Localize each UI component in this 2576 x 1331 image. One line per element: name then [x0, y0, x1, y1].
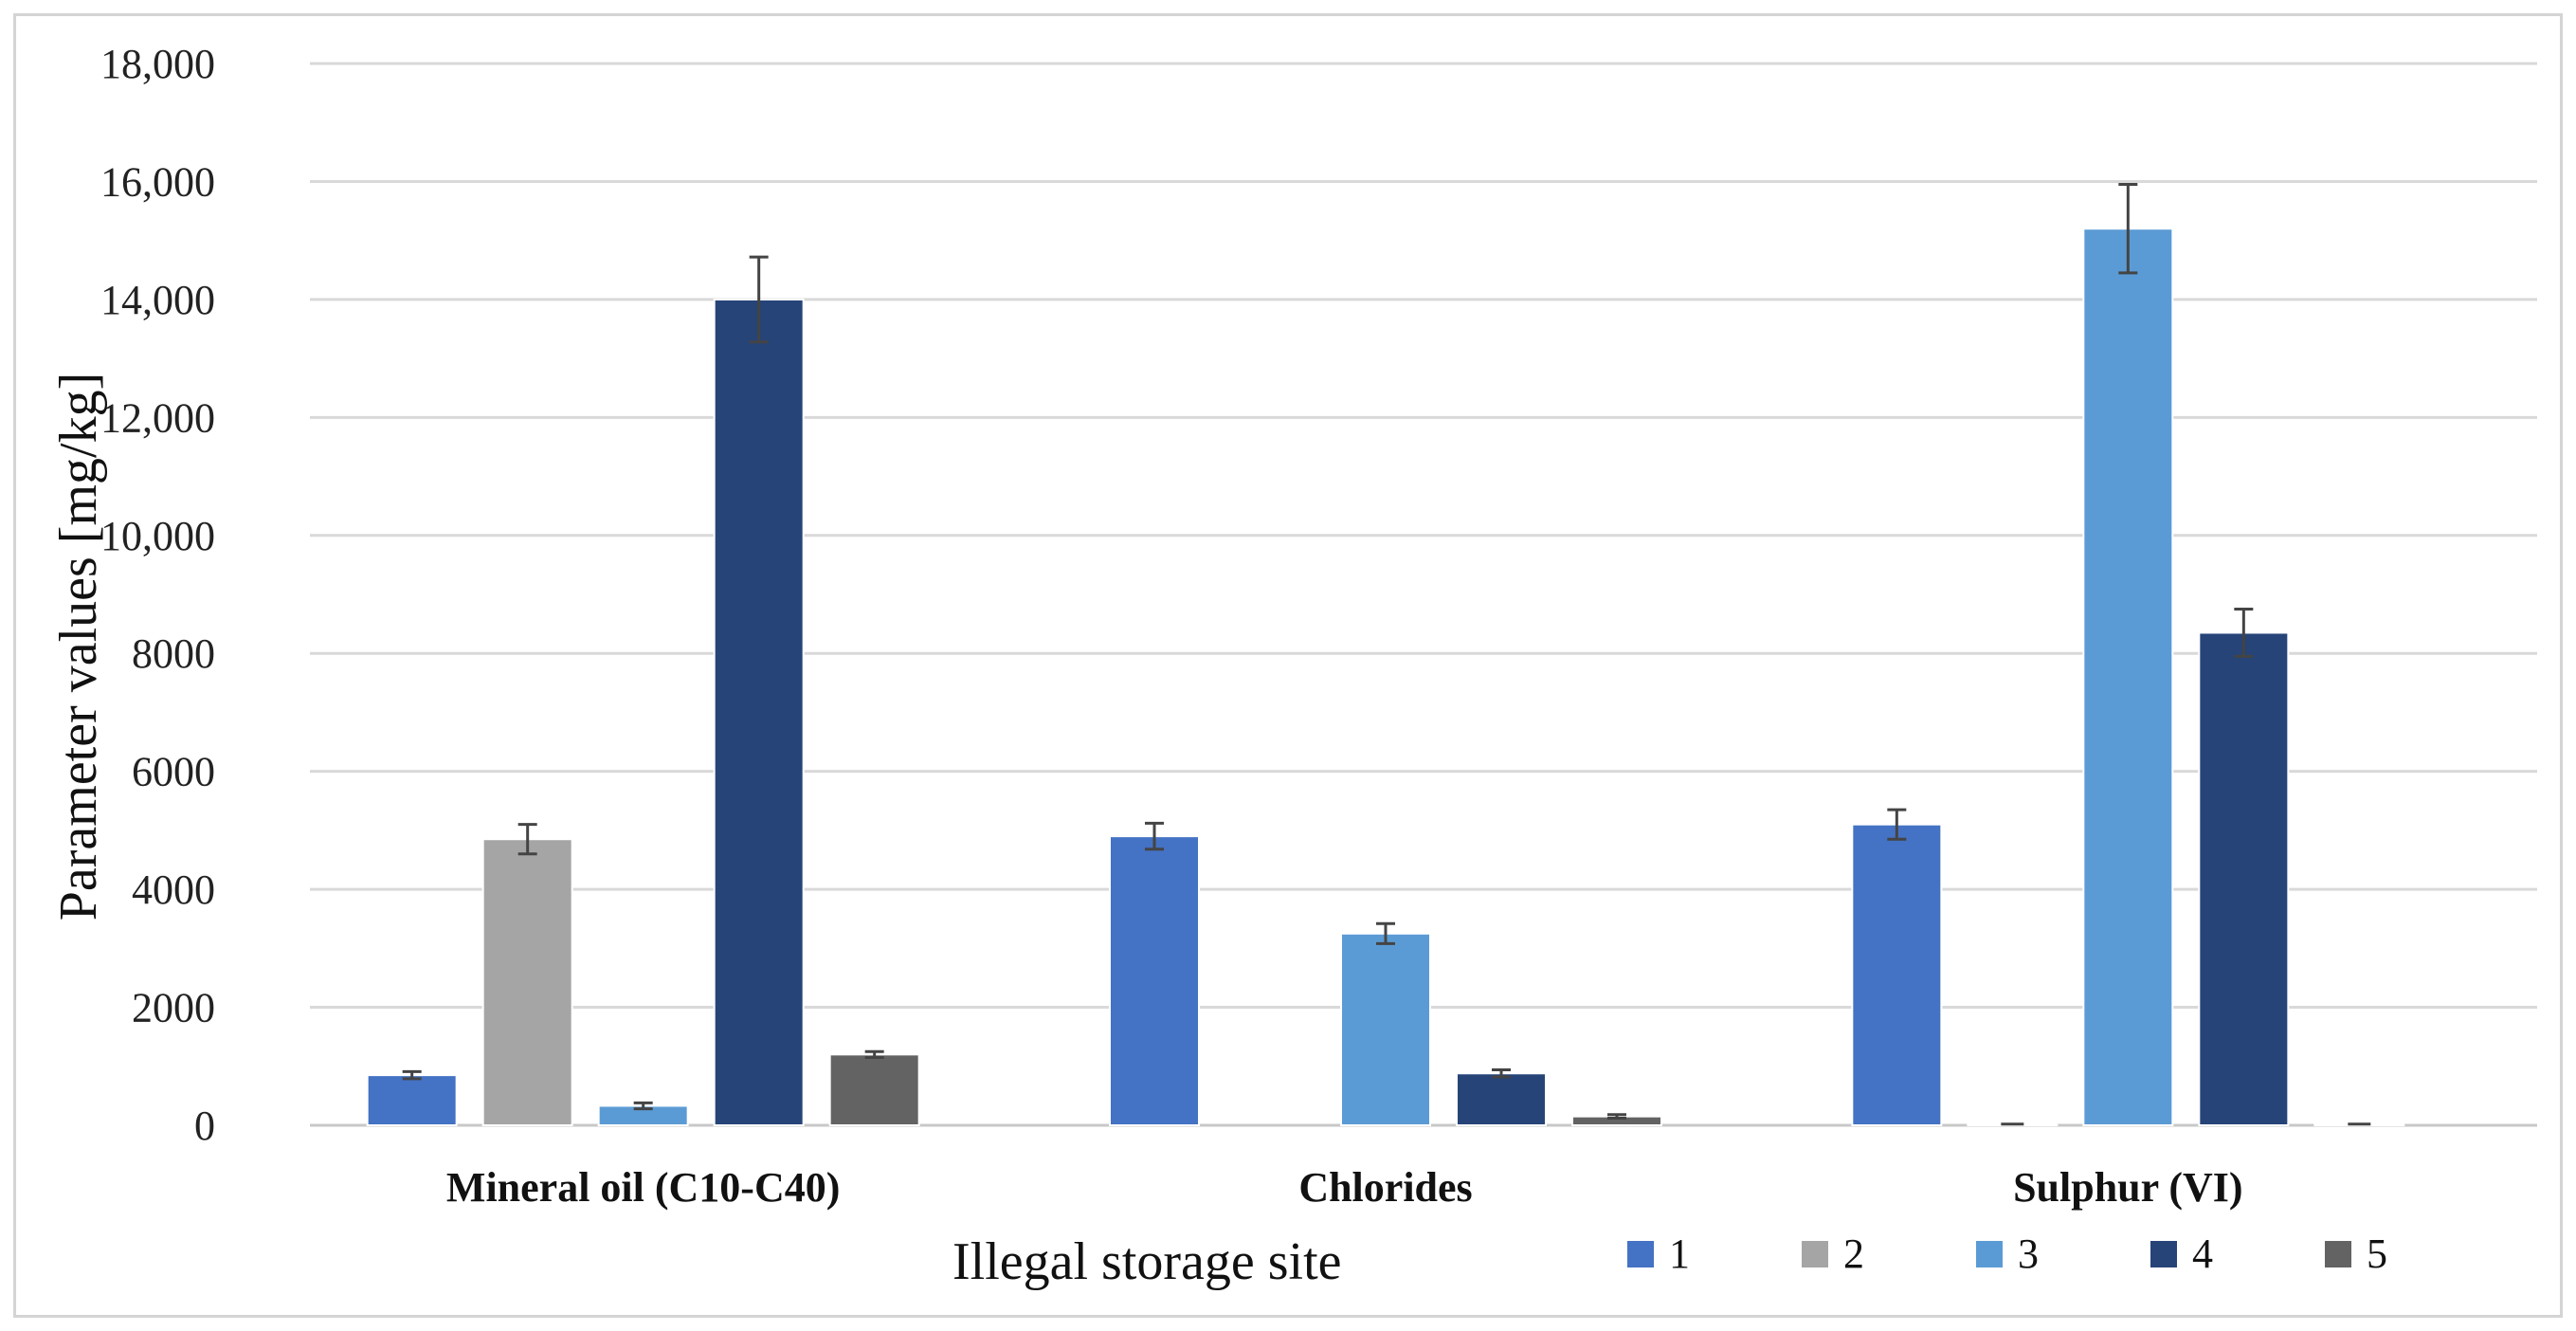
bar	[481, 838, 573, 1126]
y-tick-label: 10,000	[100, 513, 215, 559]
category-label: Mineral oil (C10-C40)	[446, 1164, 840, 1211]
legend-label: 2	[1843, 1231, 1864, 1277]
y-tick-label: 12,000	[100, 394, 215, 441]
legend-item: 2	[1802, 1231, 1864, 1277]
error-bars	[402, 183, 2371, 1126]
y-tick-label: 18,000	[100, 41, 215, 87]
bar	[1340, 932, 1431, 1126]
bar	[1109, 835, 1200, 1126]
legend-item: 1	[1627, 1231, 1690, 1277]
legend-swatch	[1802, 1241, 1828, 1267]
bar	[366, 1074, 458, 1126]
category-label: Sulphur (VI)	[2013, 1164, 2243, 1211]
gridlines	[310, 62, 2537, 1127]
legend-title: Illegal storage site	[952, 1232, 1342, 1291]
bar	[2198, 631, 2290, 1126]
error-bar	[517, 823, 537, 856]
error-bar	[633, 1101, 653, 1111]
legend-swatch	[2150, 1241, 2177, 1267]
bar	[828, 1053, 920, 1127]
bar-chart: 0 2000 4000 6000 8000 10,000 12,000 14,000 16,00…	[49, 41, 2537, 1291]
legend-item: 3	[1976, 1231, 2039, 1277]
error-bar	[402, 1069, 422, 1081]
legend-swatch	[2325, 1241, 2351, 1267]
y-tick-label: 4000	[132, 866, 215, 913]
error-bar	[2234, 608, 2254, 658]
legend-label: 1	[1669, 1231, 1690, 1277]
bar	[2082, 228, 2174, 1126]
error-bar	[1376, 921, 1395, 945]
legend-label: 5	[2367, 1231, 2387, 1277]
bar	[1851, 823, 1943, 1127]
y-tick-label: 16,000	[100, 158, 215, 205]
y-tick-label: 2000	[132, 985, 215, 1031]
chart-frame: 0 2000 4000 6000 8000 10,000 12,000 14,000 16,00…	[13, 13, 2563, 1318]
y-tick-labels: 0 2000 4000 6000 8000 10,000 12,000 14,000 16,00…	[100, 41, 215, 1149]
bar	[713, 298, 805, 1126]
category-labels: Mineral oil (C10-C40) Chlorides Sulphur (V…	[446, 1164, 2243, 1211]
legend-swatch	[1976, 1241, 2003, 1267]
bar	[1456, 1072, 1547, 1126]
error-bar	[2118, 183, 2138, 275]
error-bar	[1145, 821, 1164, 851]
y-axis-label: Parameter values [mg/kg]	[49, 373, 108, 921]
legend-label: 4	[2192, 1231, 2213, 1277]
error-bar	[1607, 1113, 1626, 1121]
legend-label: 3	[2018, 1231, 2039, 1277]
error-bar	[1887, 808, 1907, 841]
legend-item: 5	[2325, 1231, 2387, 1277]
error-bar	[1492, 1068, 1511, 1079]
y-tick-label: 6000	[132, 749, 215, 795]
bars	[366, 228, 2405, 1127]
error-bar	[749, 255, 769, 344]
error-bar	[864, 1049, 884, 1059]
legend: Illegal storage site 1 2 3 4 5	[952, 1231, 2387, 1291]
category-label: Chlorides	[1298, 1164, 1472, 1211]
y-tick-label: 8000	[132, 630, 215, 677]
y-tick-label: 0	[194, 1103, 215, 1149]
y-tick-label: 14,000	[100, 277, 215, 323]
legend-swatch	[1627, 1241, 1654, 1267]
legend-item: 4	[2150, 1231, 2213, 1277]
